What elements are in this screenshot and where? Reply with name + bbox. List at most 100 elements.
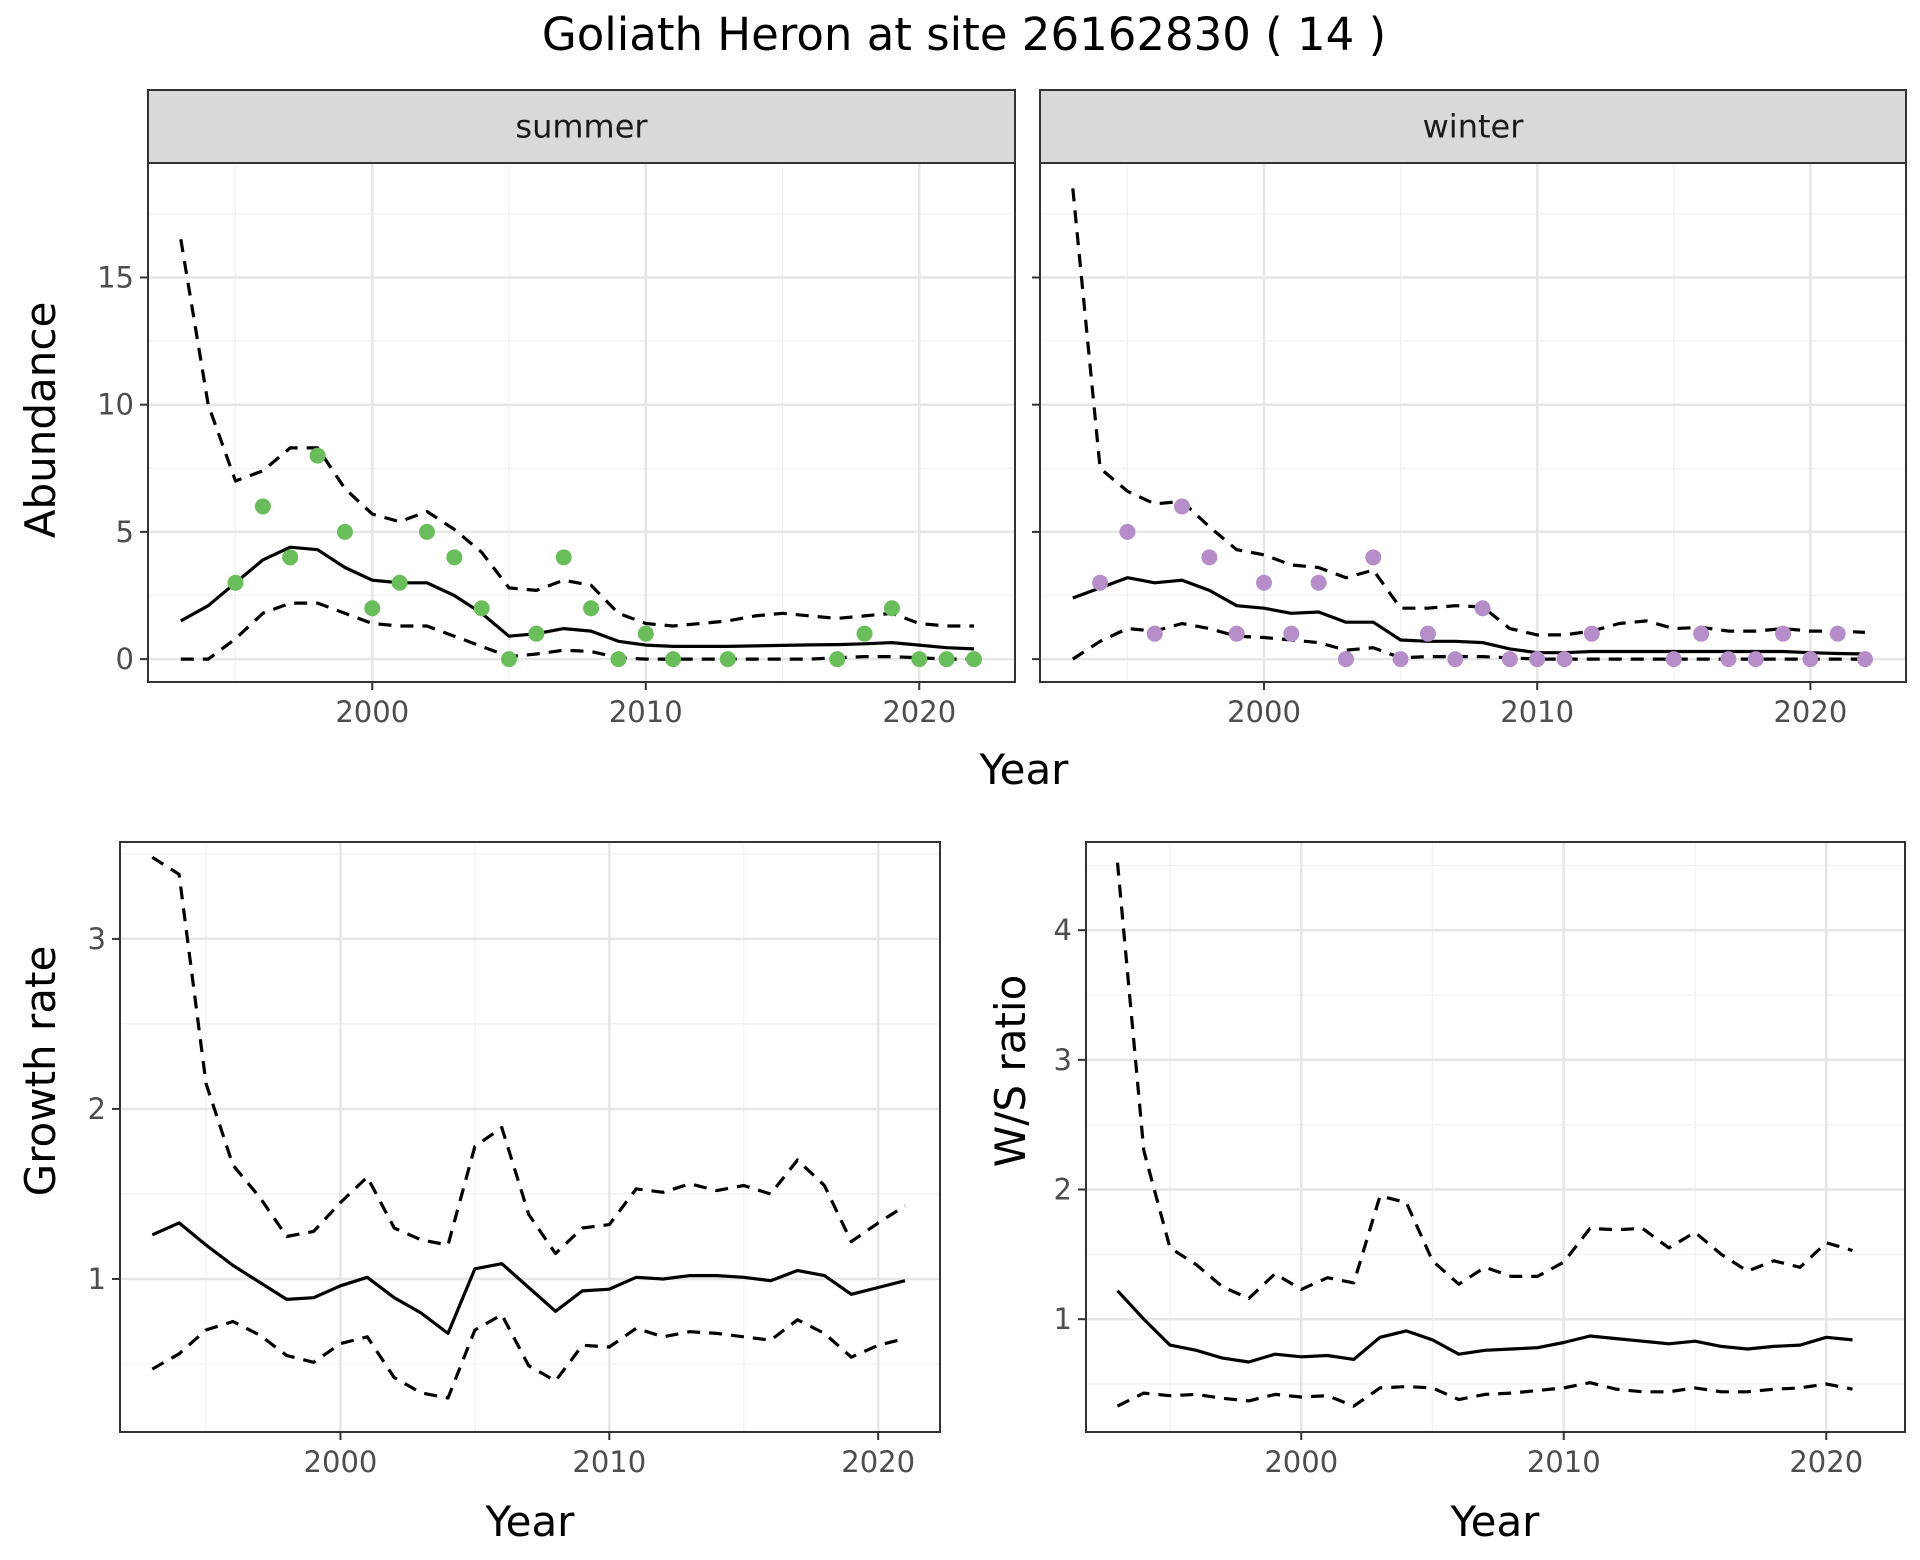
- p0-data-point-2011: [665, 651, 682, 668]
- p0-data-point-2005: [501, 651, 518, 668]
- p2-line-estimate: [151, 1221, 906, 1336]
- p0-plot-background: [148, 163, 1015, 682]
- p3-x-tick-label: 2020: [1789, 1445, 1863, 1479]
- p2-y-tick-label: 1: [88, 1262, 106, 1296]
- p0-x-tick-label: 2010: [609, 695, 683, 729]
- p0-y-tick-label: 10: [97, 388, 134, 422]
- p0-data-point-2017: [829, 651, 846, 668]
- p3-y-tick-label: 1: [1054, 1302, 1072, 1336]
- p0-data-point-2002: [418, 523, 435, 540]
- p1-data-point-2010: [1529, 651, 1546, 668]
- p3-panel-border: [1085, 841, 1906, 1433]
- p1-x-tick-label: 2000: [1227, 695, 1301, 729]
- p1-data-point-2015: [1665, 651, 1682, 668]
- p1-data-point-2008: [1474, 600, 1491, 617]
- p1-data-point-2005: [1392, 651, 1409, 668]
- p0-data-point-2013: [719, 651, 736, 668]
- p1-data-point-2020: [1802, 651, 1819, 668]
- p3-x-tick-label: 2000: [1264, 1445, 1338, 1479]
- p1-x-tick-label: 2020: [1773, 695, 1847, 729]
- p1-data-point-1994: [1092, 574, 1109, 591]
- chart-title: Goliath Heron at site 26162830 ( 14 ): [542, 8, 1386, 61]
- p1-line-upper: [1071, 188, 1866, 637]
- p1-data-point-2016: [1693, 625, 1710, 642]
- p2-plot-background: [120, 842, 940, 1432]
- p0-facet-strip: [147, 89, 1016, 164]
- x-axis-title-ws: Year: [1450, 1497, 1541, 1546]
- p0-data-point-1995: [227, 574, 244, 591]
- p1-data-point-2002: [1310, 574, 1327, 591]
- x-axis-title-top: Year: [979, 745, 1070, 794]
- p1-x-tick-label: 2010: [1500, 695, 1574, 729]
- p1-data-point-1999: [1228, 625, 1245, 642]
- p0-data-point-2001: [391, 574, 408, 591]
- p2-x-tick-label: 2020: [841, 1445, 915, 1479]
- p1-data-point-2021: [1829, 625, 1846, 642]
- p0-data-point-2000: [364, 600, 381, 617]
- p1-data-point-2017: [1720, 651, 1737, 668]
- p1-data-point-1998: [1201, 549, 1218, 566]
- p1-line-estimate: [1072, 576, 1866, 656]
- p0-data-point-2006: [528, 625, 545, 642]
- p0-data-point-2019: [883, 600, 900, 617]
- p1-data-point-1995: [1119, 523, 1136, 540]
- p2-x-tick-label: 2000: [304, 1445, 378, 1479]
- p1-facet-strip: [1039, 89, 1907, 164]
- p2-panel-border: [119, 841, 941, 1433]
- y-axis-title-abundance: Abundance: [16, 302, 65, 539]
- p0-data-point-2020: [911, 651, 928, 668]
- p0-data-point-2007: [555, 549, 572, 566]
- p0-data-point-1997: [282, 549, 299, 566]
- p0-data-point-1999: [336, 523, 353, 540]
- p3-line-lower: [1116, 1381, 1853, 1408]
- p1-data-point-2006: [1419, 625, 1436, 642]
- p0-data-point-1996: [254, 498, 271, 515]
- panel-growth-rate: 2000 2010 2020 1 2 3: [88, 841, 941, 1479]
- p3-plot-background: [1086, 842, 1905, 1432]
- p3-x-tick-label: 2010: [1527, 1445, 1601, 1479]
- p0-data-point-2004: [473, 600, 490, 617]
- y-axis-title-growth: Growth rate: [16, 946, 65, 1197]
- p1-data-point-2009: [1501, 651, 1518, 668]
- p1-data-point-2018: [1747, 651, 1764, 668]
- p0-data-point-2010: [637, 625, 654, 642]
- y-axis-title-ws: W/S ratio: [986, 975, 1035, 1168]
- p1-data-point-1997: [1174, 498, 1191, 515]
- panel-summer-abundance: summer 2000 2010 2020 0 5 10 15: [97, 89, 1016, 729]
- p0-data-point-2009: [610, 651, 627, 668]
- p1-data-point-2003: [1337, 651, 1354, 668]
- p1-data-point-2022: [1857, 651, 1874, 668]
- p3-y-tick-label: 3: [1054, 1043, 1072, 1077]
- p1-data-point-2001: [1283, 625, 1300, 642]
- panel-winter-abundance: winter 2000 2010 2020: [1032, 89, 1907, 729]
- p1-data-point-1996: [1146, 625, 1163, 642]
- p1-data-point-2007: [1447, 651, 1464, 668]
- p2-line-upper: [151, 855, 906, 1256]
- p1-plot-background: [1040, 163, 1906, 682]
- p3-line-upper: [1115, 862, 1853, 1301]
- p1-data-point-2019: [1775, 625, 1792, 642]
- p0-data-point-2008: [583, 600, 600, 617]
- p0-line-estimate: [180, 545, 975, 651]
- p0-data-point-2018: [856, 625, 873, 642]
- p1-data-point-2011: [1556, 651, 1573, 668]
- p0-x-tick-label: 2020: [882, 695, 956, 729]
- p3-line-estimate: [1116, 1289, 1853, 1364]
- x-axis-title-growth: Year: [485, 1497, 576, 1546]
- p1-data-point-2004: [1365, 549, 1382, 566]
- p0-y-tick-label: 15: [97, 260, 134, 294]
- p0-x-tick-label: 2000: [335, 695, 409, 729]
- p2-y-tick-label: 3: [88, 922, 106, 956]
- p2-y-tick-label: 2: [88, 1092, 106, 1126]
- p0-data-point-2003: [446, 549, 463, 566]
- p1-data-point-2000: [1256, 574, 1273, 591]
- facet-label-summer: summer: [515, 108, 648, 146]
- p3-y-tick-label: 2: [1054, 1173, 1072, 1207]
- p0-y-tick-label: 5: [116, 515, 134, 549]
- p0-data-point-2022: [965, 651, 982, 668]
- p0-y-tick-label: 0: [116, 642, 134, 676]
- p1-line-lower: [1071, 621, 1865, 661]
- facet-label-winter: winter: [1423, 108, 1525, 146]
- p0-data-point-1998: [309, 447, 326, 464]
- p1-data-point-2012: [1583, 625, 1600, 642]
